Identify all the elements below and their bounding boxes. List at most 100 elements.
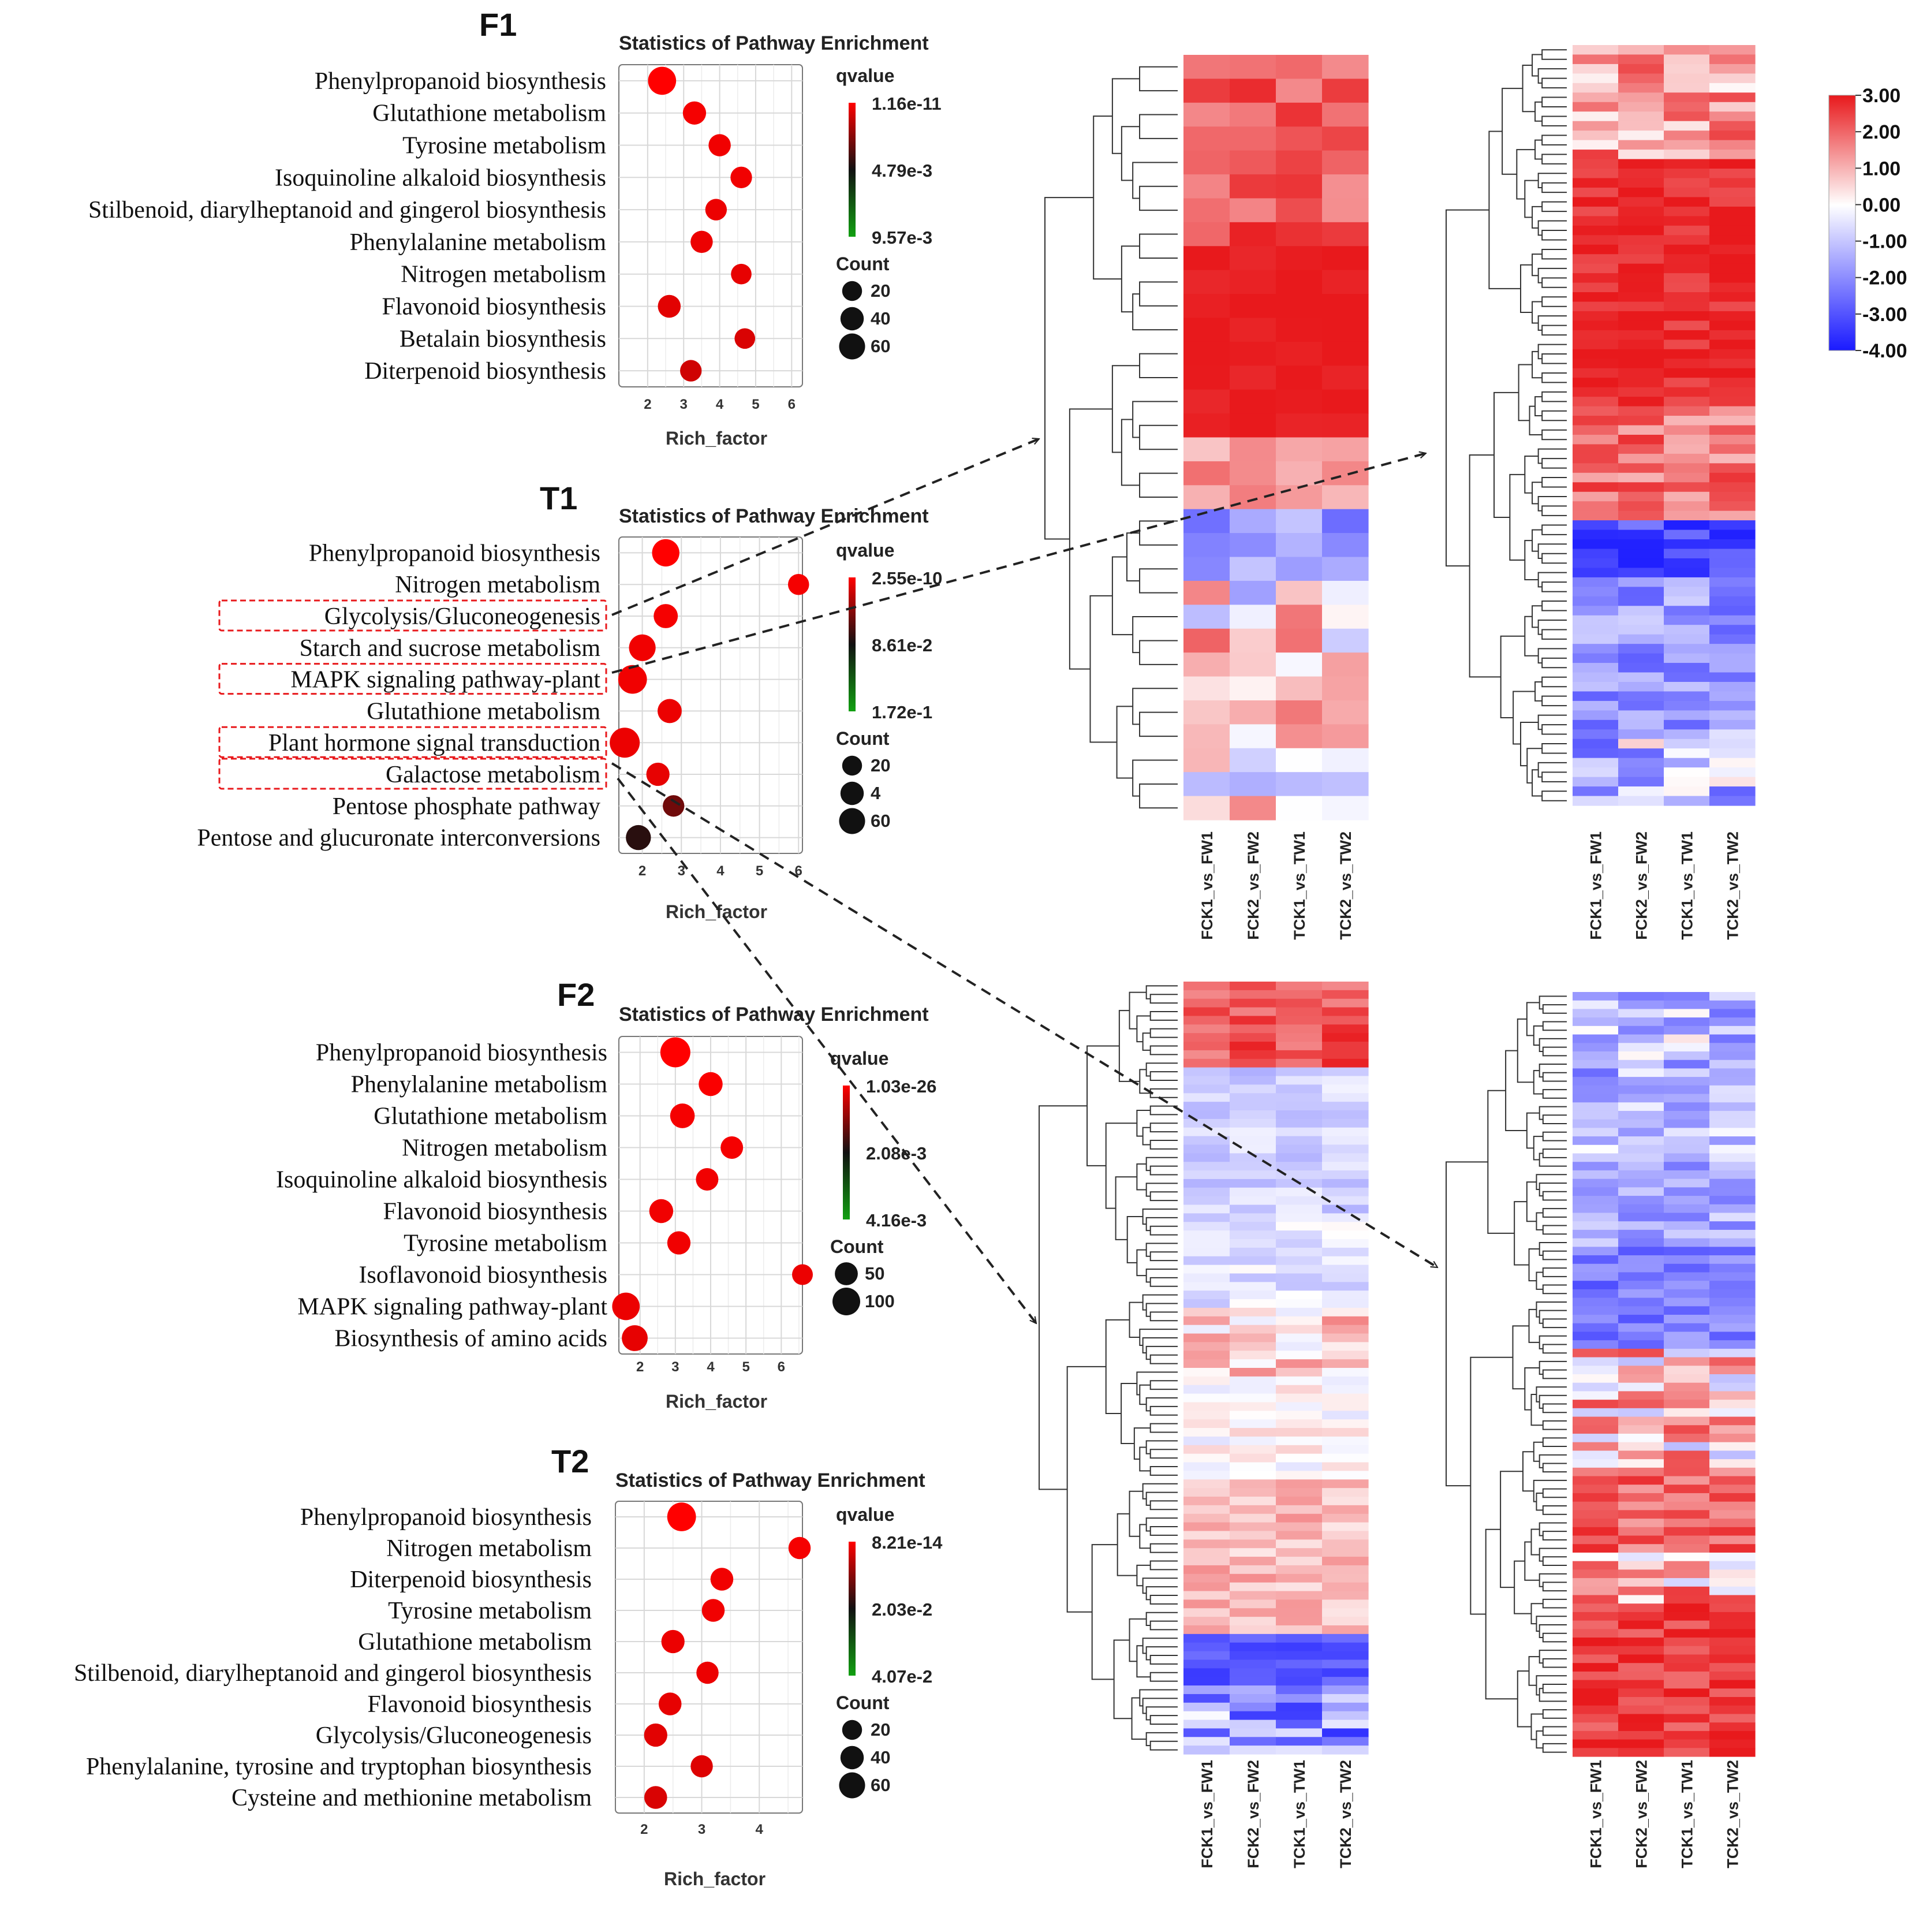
heatmap-cell — [1573, 1646, 1619, 1655]
heatmap-cell — [1664, 1238, 1710, 1247]
heatmap-cell — [1322, 700, 1369, 725]
heatmap-cell — [1664, 1578, 1710, 1587]
count-legend-dot — [840, 1745, 864, 1770]
heatmap-cell — [1573, 1578, 1619, 1587]
heatmap-cell — [1183, 1273, 1230, 1282]
enrichment-point — [661, 1629, 685, 1654]
heatmap-cell — [1230, 1153, 1276, 1162]
dashed-arrow — [611, 439, 1039, 616]
heatmap-cell — [1276, 55, 1323, 80]
heatmap-cell — [1276, 1428, 1323, 1437]
dendrogram-branch — [1086, 1045, 1119, 1166]
heatmap-cell — [1664, 672, 1710, 682]
heatmap-cell — [1183, 796, 1230, 820]
dendrogram-branch — [1139, 424, 1178, 450]
heatmap-cell — [1183, 222, 1230, 247]
heatmap-cell — [1230, 1685, 1276, 1695]
dendrogram-branch — [1149, 1277, 1178, 1287]
heatmap-cell — [1573, 1170, 1619, 1180]
heatmap-column-label: FCK2_vs_FW2 — [1245, 1760, 1262, 1868]
heatmap-cell — [1709, 1433, 1756, 1443]
qvalue-tick: 4.79e-3 — [872, 161, 932, 181]
dendrogram-branch — [1105, 1122, 1137, 1209]
heatmap-cell — [1618, 1714, 1664, 1723]
heatmap-cell — [1573, 273, 1619, 284]
dendrogram-branch — [1541, 353, 1567, 364]
heatmap-cell — [1664, 748, 1710, 759]
dendrogram-branch — [1539, 995, 1567, 1010]
heatmap-cell — [1276, 365, 1323, 390]
heatmap-cell — [1322, 1659, 1369, 1669]
heatmap-cell — [1664, 187, 1710, 197]
heatmap-cell — [1573, 786, 1619, 797]
heatmap-cell — [1276, 1299, 1323, 1308]
heatmap-cell — [1664, 1136, 1710, 1146]
pathway-label: Glutathione metabolism — [372, 100, 606, 127]
heatmap-cell — [1276, 246, 1323, 271]
heatmap-cell — [1322, 998, 1369, 1008]
heatmap-cell — [1230, 461, 1276, 486]
color-scale-label: 2.00 — [1862, 121, 1900, 143]
heatmap-cell — [1276, 1419, 1323, 1429]
heatmap-cell — [1664, 1535, 1710, 1545]
pathway-label: Stilbenoid, diarylheptanoid and gingerol… — [88, 197, 606, 223]
enrichment-point — [696, 1661, 719, 1684]
heatmap-cell — [1322, 1591, 1369, 1600]
heatmap-cell — [1573, 1331, 1619, 1341]
heatmap-cell — [1276, 341, 1323, 366]
pathway-label: Pentose and glucuronate interconversions — [197, 825, 600, 852]
heatmap-cell — [1230, 413, 1276, 438]
heatmap-cell — [1183, 1316, 1230, 1326]
dendrogram-branch — [1526, 1112, 1540, 1149]
heatmap-cell — [1664, 539, 1710, 550]
heatmap-cell — [1709, 73, 1756, 84]
heatmap-cell — [1230, 318, 1276, 342]
heatmap-cell — [1230, 1042, 1276, 1051]
dendrogram-branch — [1542, 1488, 1567, 1498]
heatmap-cell — [1618, 1391, 1664, 1400]
panel-label: T1 — [540, 480, 577, 516]
heatmap-cell — [1664, 653, 1710, 663]
heatmap-cell — [1618, 748, 1664, 759]
heatmap-cell — [1573, 1382, 1619, 1392]
heatmap-cell — [1183, 1222, 1230, 1231]
dendrogram-branch — [1487, 1090, 1515, 1234]
heatmap-cell — [1709, 1739, 1756, 1748]
heatmap-cell — [1618, 1068, 1664, 1077]
heatmap-cell — [1276, 1505, 1323, 1515]
heatmap-cell — [1664, 111, 1710, 122]
heatmap-cell — [1573, 1612, 1619, 1621]
dendrogram-branch — [1446, 1161, 1488, 1487]
heatmap-cell — [1230, 294, 1276, 319]
heatmap-cell — [1573, 1247, 1619, 1256]
heatmap-cell — [1573, 615, 1619, 625]
dendrogram-branch — [1117, 1513, 1137, 1576]
count-legend-title: Count — [836, 253, 890, 274]
heatmap-cell — [1573, 225, 1619, 236]
heatmap-cell — [1276, 1239, 1323, 1248]
heatmap-cell — [1276, 1316, 1323, 1326]
row-dendrogram — [1044, 66, 1178, 809]
heatmap-cell — [1322, 1042, 1369, 1051]
heatmap-cell — [1664, 263, 1710, 274]
heatmap-cell — [1573, 663, 1619, 673]
heatmap-cell — [1664, 1382, 1710, 1392]
heatmap-cell — [1709, 1077, 1756, 1086]
heatmap-column-label: FCK2_vs_FW2 — [1245, 831, 1262, 940]
dendrogram-branch — [1541, 724, 1567, 735]
dashed-arrow — [611, 453, 1426, 674]
dendrogram-branch — [1541, 676, 1567, 688]
heatmap-cell — [1709, 1450, 1756, 1460]
heatmap-cell — [1709, 1340, 1756, 1349]
enrichment-point — [648, 66, 677, 95]
heatmap-cell — [1709, 425, 1756, 435]
heatmap-cell — [1664, 368, 1710, 378]
heatmap-cell — [1322, 102, 1369, 127]
heatmap-cell — [1276, 998, 1323, 1008]
heatmap-cell — [1618, 1688, 1664, 1698]
heatmap-cell — [1618, 1000, 1664, 1010]
heatmap-cell — [1709, 1034, 1756, 1043]
pathway-label: Stilbenoid, diarylheptanoid and gingerol… — [74, 1660, 592, 1687]
heatmap-cell — [1573, 282, 1619, 293]
